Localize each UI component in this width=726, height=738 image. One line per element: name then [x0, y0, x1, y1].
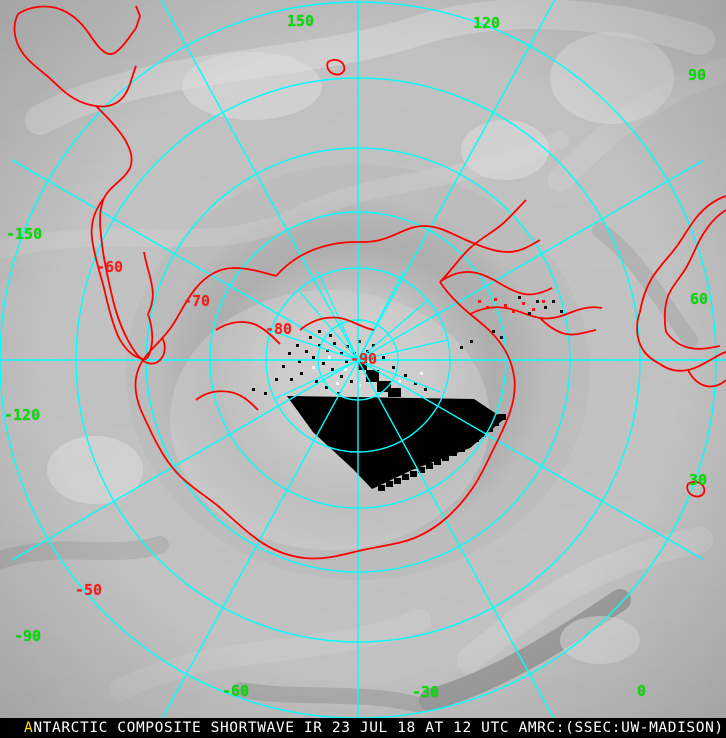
lon-label-120: 120	[473, 14, 501, 32]
lat-label--80: -80	[265, 320, 293, 338]
lon-label--150: -150	[6, 225, 43, 243]
lat-label--70: -70	[183, 292, 211, 310]
coastline-island-small	[326, 59, 346, 76]
lat-label--90: -90	[350, 350, 378, 368]
caption-first-char: A	[24, 720, 34, 736]
lon-label-60: 60	[690, 290, 709, 308]
map-canvas: 150 120 90 60 30 0 -30 -60 -90 -120 -150…	[0, 0, 726, 718]
caption-bar: ANTARCTIC COMPOSITE SHORTWAVE IR 23 JUL …	[0, 718, 726, 738]
coastline-new-zealand	[13, 5, 166, 365]
lon-label-30: 30	[689, 471, 708, 489]
caption-text: ANTARCTIC COMPOSITE SHORTWAVE IR 23 JUL …	[0, 718, 726, 738]
caption-rest-text: NTARCTIC COMPOSITE SHORTWAVE IR 23 JUL 1…	[33, 720, 724, 736]
lon-label--30: -30	[412, 683, 440, 701]
coastline-antarctica	[134, 199, 603, 560]
lat-label--50: -50	[75, 581, 103, 599]
coastlines	[13, 5, 726, 560]
lon-label--60: -60	[222, 682, 250, 700]
data-gap-region	[252, 330, 506, 491]
lon-label-0: 0	[637, 682, 647, 700]
grid-lines	[0, 0, 726, 718]
coastline-south-america	[636, 195, 726, 498]
lon-label-90: 90	[688, 66, 707, 84]
lon-label-150: 150	[287, 12, 315, 30]
lat-label--60: -60	[96, 258, 124, 276]
lon-label--90: -90	[14, 627, 42, 645]
terrain-speckle	[460, 296, 563, 349]
lon-label--120: -120	[4, 406, 41, 424]
vector-overlay-layer	[0, 0, 726, 718]
